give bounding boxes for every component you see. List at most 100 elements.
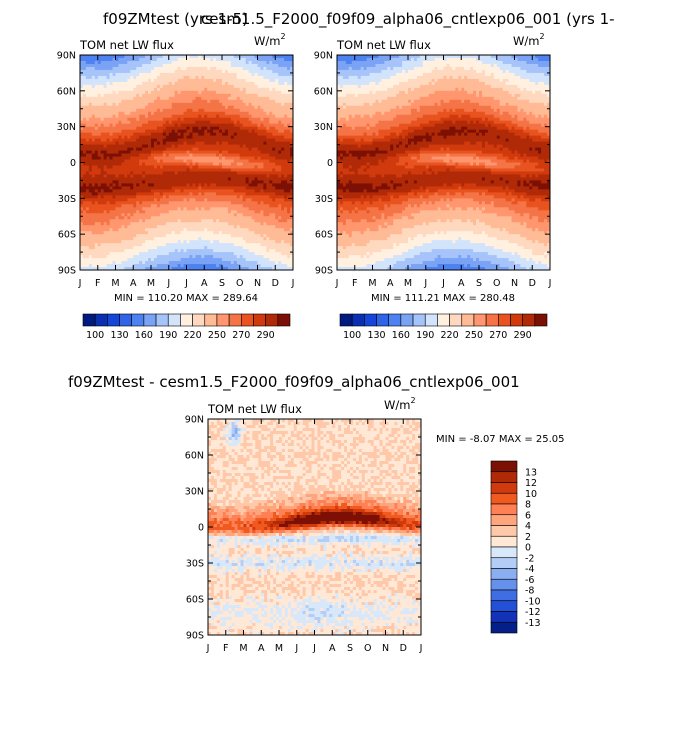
heatmap-cell [272,66,276,71]
heatmap-cell [153,246,158,250]
heatmap-cell [222,120,226,125]
heatmap-cell [159,174,164,178]
heatmap-cell [168,156,173,161]
heatmap-cell [263,129,267,134]
heatmap-cell [213,99,217,104]
heatmap-cell [148,240,152,244]
heatmap-cell [165,66,170,71]
heatmap-cell [124,55,128,59]
heatmap-cell [136,180,140,184]
heatmap-cell [130,213,134,217]
heatmap-cell [210,84,214,89]
heatmap-cell [174,78,179,83]
heatmap-cell [248,219,253,223]
heatmap-cell [278,144,282,149]
heatmap-cell [207,264,211,268]
heatmap-cell [275,90,279,95]
heatmap-cell [109,156,114,161]
heatmap-cell [201,267,205,271]
heatmap-cell [236,225,241,229]
heatmap-cell [159,147,164,152]
heatmap-cell [195,87,199,92]
heatmap-cell [263,132,267,137]
heatmap-cell [168,138,173,143]
heatmap-cell [183,192,187,196]
heatmap-cell [281,90,285,95]
heatmap-cell [186,147,190,152]
heatmap-cell [233,69,238,74]
heatmap-cell [186,114,190,119]
heatmap-cell [186,174,190,178]
heatmap-cell [159,132,164,137]
heatmap-cell [91,252,96,256]
heatmap-cell [168,255,173,259]
heatmap-cell [130,114,134,119]
heatmap-cell [251,243,256,247]
heatmap-cell [245,126,250,131]
heatmap-cell [266,81,270,86]
heatmap-cell [236,144,241,149]
heatmap-cell [248,147,253,152]
heatmap-cell [248,231,253,235]
heatmap-cell [85,246,90,250]
heatmap-cell [139,252,143,256]
heatmap-cell [239,180,244,184]
heatmap-cell [112,90,116,95]
heatmap-cell [263,267,267,271]
heatmap-cell [269,183,273,187]
heatmap-cell [183,162,187,166]
heatmap-cell [192,111,196,116]
heatmap-cell [91,66,96,71]
heatmap-cell [219,237,223,241]
heatmap-cell [251,264,256,268]
heatmap-cell [171,165,176,169]
heatmap-cell [133,90,137,95]
heatmap-cell [239,246,244,250]
heatmap-cell [245,213,250,217]
heatmap-cell [278,255,282,259]
heatmap-cell [230,111,235,116]
heatmap-cell [254,243,258,247]
heatmap-cell [100,180,105,184]
heatmap-cell [186,156,190,161]
heatmap-cell [189,141,193,146]
heatmap-cell [162,75,167,80]
heatmap-cell [233,129,238,134]
heatmap-cell [251,105,256,110]
heatmap-cell [162,66,167,71]
heatmap-cell [195,252,199,256]
heatmap-cell [127,69,131,74]
heatmap-cell [242,87,247,92]
heatmap-cell [233,261,238,265]
heatmap-cell [177,261,182,265]
heatmap-cell [139,210,143,214]
heatmap-cell [168,84,173,89]
heatmap-cell [171,120,176,125]
heatmap-cell [156,162,161,166]
heatmap-cell [82,213,87,217]
heatmap-cell [272,93,276,98]
heatmap-cell [281,153,285,158]
heatmap-cell [248,180,253,184]
heatmap-cell [162,243,167,247]
heatmap-cell [281,165,285,169]
heatmap-cell [245,57,250,62]
heatmap-cell [263,192,267,196]
heatmap-cell [80,222,84,226]
heatmap-cell [201,159,205,163]
heatmap-cell [174,63,179,68]
heatmap-cell [168,135,173,140]
heatmap-cell [85,216,90,220]
heatmap-cell [97,162,102,166]
heatmap-cell [230,129,235,134]
heatmap-cell [88,63,93,68]
heatmap-cell [168,207,173,211]
heatmap-cell [151,258,155,262]
heatmap-cell [136,264,140,268]
heatmap-cell [242,168,247,172]
heatmap-cell [260,84,264,89]
heatmap-cell [248,90,253,95]
heatmap-cell [97,207,102,211]
heatmap-cell [94,198,99,202]
heatmap-cell [85,108,90,113]
